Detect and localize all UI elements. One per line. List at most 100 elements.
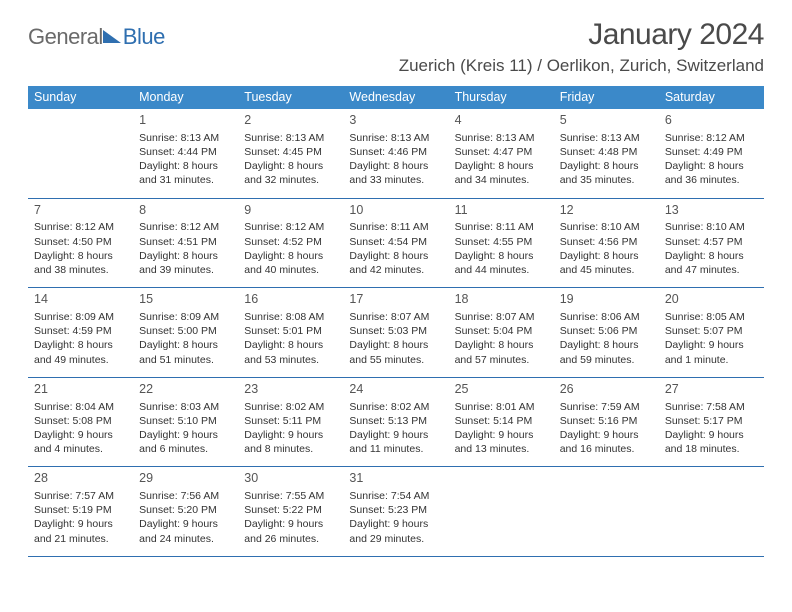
day-info-line: and 40 minutes. <box>244 263 337 277</box>
day-info-line: Sunset: 4:46 PM <box>349 145 442 159</box>
day-info-line: Daylight: 9 hours <box>665 428 758 442</box>
calendar-day-cell: 20Sunrise: 8:05 AMSunset: 5:07 PMDayligh… <box>659 288 764 377</box>
calendar-day-cell: 14Sunrise: 8:09 AMSunset: 4:59 PMDayligh… <box>28 288 133 377</box>
day-info-line: Daylight: 8 hours <box>665 159 758 173</box>
day-info-line: Daylight: 9 hours <box>139 517 232 531</box>
day-info-line: Daylight: 8 hours <box>244 249 337 263</box>
day-info-line: Sunrise: 8:12 AM <box>665 131 758 145</box>
day-info-line: Daylight: 9 hours <box>349 517 442 531</box>
day-info-line: Sunrise: 8:06 AM <box>560 310 653 324</box>
calendar: Sunday Monday Tuesday Wednesday Thursday… <box>28 86 764 557</box>
day-info-line: Sunrise: 8:02 AM <box>244 400 337 414</box>
day-info-line: and 8 minutes. <box>244 442 337 456</box>
day-info-line: Sunset: 5:08 PM <box>34 414 127 428</box>
day-info-line: Sunrise: 8:01 AM <box>455 400 548 414</box>
day-info-line: Sunset: 5:11 PM <box>244 414 337 428</box>
day-info-line: Daylight: 9 hours <box>560 428 653 442</box>
day-info-line: Sunrise: 7:55 AM <box>244 489 337 503</box>
calendar-day-cell <box>554 467 659 556</box>
day-info-line: Sunset: 4:50 PM <box>34 235 127 249</box>
day-info-line: Daylight: 8 hours <box>455 338 548 352</box>
calendar-day-cell: 13Sunrise: 8:10 AMSunset: 4:57 PMDayligh… <box>659 199 764 288</box>
day-head-tuesday: Tuesday <box>238 86 343 109</box>
day-head-wednesday: Wednesday <box>343 86 448 109</box>
day-info-line: Sunset: 5:13 PM <box>349 414 442 428</box>
day-number: 3 <box>349 112 442 129</box>
calendar-day-cell: 27Sunrise: 7:58 AMSunset: 5:17 PMDayligh… <box>659 378 764 467</box>
day-head-thursday: Thursday <box>449 86 554 109</box>
calendar-day-cell: 11Sunrise: 8:11 AMSunset: 4:55 PMDayligh… <box>449 199 554 288</box>
day-info-line: Sunrise: 8:07 AM <box>349 310 442 324</box>
day-info-line: and 33 minutes. <box>349 173 442 187</box>
day-info-line: Sunset: 5:01 PM <box>244 324 337 338</box>
calendar-day-cell: 8Sunrise: 8:12 AMSunset: 4:51 PMDaylight… <box>133 199 238 288</box>
day-info-line: Sunset: 5:04 PM <box>455 324 548 338</box>
day-info-line: Daylight: 8 hours <box>349 249 442 263</box>
day-info-line: Sunrise: 8:11 AM <box>349 220 442 234</box>
day-info-line: Daylight: 8 hours <box>560 249 653 263</box>
calendar-day-cell: 4Sunrise: 8:13 AMSunset: 4:47 PMDaylight… <box>449 109 554 198</box>
day-info-line: Daylight: 8 hours <box>349 159 442 173</box>
day-info-line: Sunset: 4:55 PM <box>455 235 548 249</box>
day-head-saturday: Saturday <box>659 86 764 109</box>
day-info-line: and 6 minutes. <box>139 442 232 456</box>
calendar-day-cell: 17Sunrise: 8:07 AMSunset: 5:03 PMDayligh… <box>343 288 448 377</box>
calendar-day-cell: 23Sunrise: 8:02 AMSunset: 5:11 PMDayligh… <box>238 378 343 467</box>
header-row: General Blue January 2024 Zuerich (Kreis… <box>28 18 764 76</box>
day-number: 29 <box>139 470 232 487</box>
day-info-line: Sunrise: 8:04 AM <box>34 400 127 414</box>
calendar-day-cell: 1Sunrise: 8:13 AMSunset: 4:44 PMDaylight… <box>133 109 238 198</box>
day-number: 30 <box>244 470 337 487</box>
calendar-week-row: 1Sunrise: 8:13 AMSunset: 4:44 PMDaylight… <box>28 109 764 199</box>
day-info-line: and 47 minutes. <box>665 263 758 277</box>
day-info-line: and 57 minutes. <box>455 353 548 367</box>
day-info-line: Sunrise: 8:08 AM <box>244 310 337 324</box>
day-info-line: Sunset: 5:06 PM <box>560 324 653 338</box>
day-head-monday: Monday <box>133 86 238 109</box>
day-info-line: Sunset: 4:48 PM <box>560 145 653 159</box>
day-info-line: Daylight: 8 hours <box>139 338 232 352</box>
day-info-line: Sunset: 5:03 PM <box>349 324 442 338</box>
calendar-day-cell: 7Sunrise: 8:12 AMSunset: 4:50 PMDaylight… <box>28 199 133 288</box>
day-info-line: and 53 minutes. <box>244 353 337 367</box>
day-number: 16 <box>244 291 337 308</box>
day-info-line: and 44 minutes. <box>455 263 548 277</box>
title-block: January 2024 Zuerich (Kreis 11) / Oerlik… <box>399 18 764 76</box>
month-title: January 2024 <box>399 18 764 52</box>
day-info-line: Sunset: 4:52 PM <box>244 235 337 249</box>
day-info-line: Sunrise: 8:13 AM <box>139 131 232 145</box>
day-info-line: Sunrise: 7:54 AM <box>349 489 442 503</box>
calendar-day-cell: 28Sunrise: 7:57 AMSunset: 5:19 PMDayligh… <box>28 467 133 556</box>
day-number: 23 <box>244 381 337 398</box>
day-info-line: Sunrise: 8:12 AM <box>139 220 232 234</box>
day-info-line: Sunrise: 8:13 AM <box>455 131 548 145</box>
day-number: 17 <box>349 291 442 308</box>
day-number: 21 <box>34 381 127 398</box>
day-info-line: Daylight: 8 hours <box>665 249 758 263</box>
day-info-line: and 16 minutes. <box>560 442 653 456</box>
day-info-line: Daylight: 8 hours <box>34 338 127 352</box>
calendar-day-cell: 22Sunrise: 8:03 AMSunset: 5:10 PMDayligh… <box>133 378 238 467</box>
day-info-line: and 35 minutes. <box>560 173 653 187</box>
day-info-line: Sunrise: 7:58 AM <box>665 400 758 414</box>
day-info-line: Sunset: 5:16 PM <box>560 414 653 428</box>
day-info-line: Sunset: 5:07 PM <box>665 324 758 338</box>
day-info-line: Daylight: 8 hours <box>455 249 548 263</box>
day-number: 5 <box>560 112 653 129</box>
logo: General Blue <box>28 18 165 50</box>
day-info-line: and 32 minutes. <box>244 173 337 187</box>
day-info-line: Sunrise: 8:05 AM <box>665 310 758 324</box>
day-info-line: Sunrise: 8:10 AM <box>665 220 758 234</box>
day-info-line: and 59 minutes. <box>560 353 653 367</box>
day-number: 10 <box>349 202 442 219</box>
day-number: 8 <box>139 202 232 219</box>
day-number: 19 <box>560 291 653 308</box>
day-info-line: Sunrise: 8:02 AM <box>349 400 442 414</box>
day-info-line: Sunrise: 8:03 AM <box>139 400 232 414</box>
day-info-line: and 31 minutes. <box>139 173 232 187</box>
calendar-page: General Blue January 2024 Zuerich (Kreis… <box>0 0 792 557</box>
calendar-day-cell: 26Sunrise: 7:59 AMSunset: 5:16 PMDayligh… <box>554 378 659 467</box>
day-info-line: and 13 minutes. <box>455 442 548 456</box>
calendar-day-cell: 29Sunrise: 7:56 AMSunset: 5:20 PMDayligh… <box>133 467 238 556</box>
day-info-line: Sunrise: 8:13 AM <box>560 131 653 145</box>
